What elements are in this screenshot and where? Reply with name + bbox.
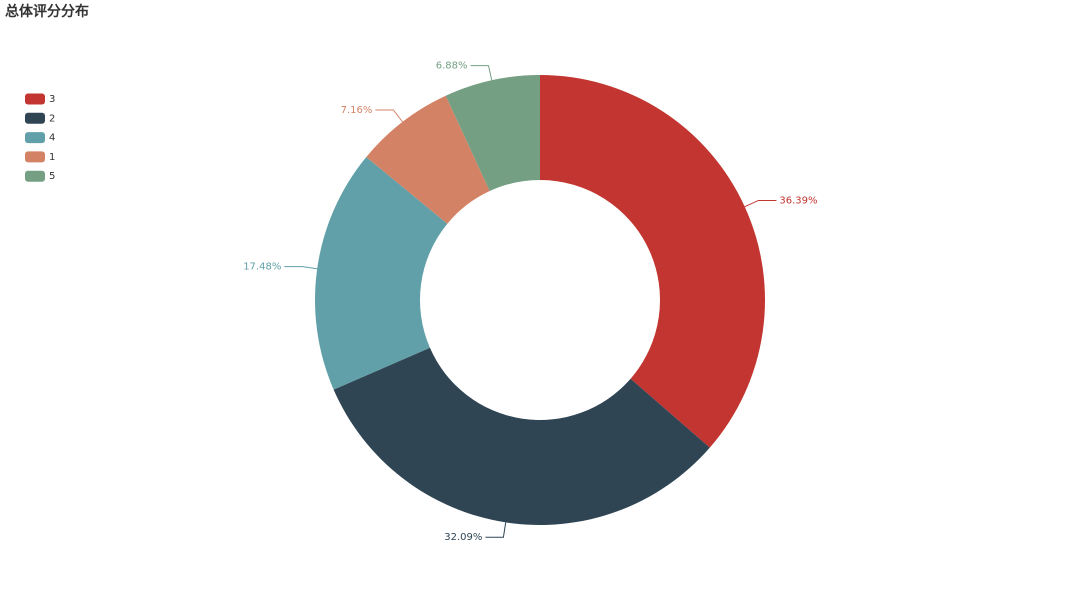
pie-slice (315, 157, 448, 390)
legend-swatch (25, 132, 45, 144)
legend-swatch (25, 151, 45, 163)
pie-slice (540, 75, 766, 448)
label-line (284, 266, 318, 270)
legend-swatch (25, 93, 45, 105)
label-line (375, 109, 403, 123)
chart-title: 总体评分分布 (5, 3, 89, 20)
legend-label: 4 (49, 133, 55, 144)
legend-swatch (25, 112, 45, 124)
legend-swatch (25, 170, 45, 182)
pie-slice (445, 75, 540, 192)
data-label: 7.16% (341, 105, 373, 116)
label-line (744, 199, 777, 208)
data-label: 32.09% (444, 532, 482, 543)
legend-label: 3 (49, 94, 55, 105)
label-line (485, 522, 507, 538)
data-label: 36.39% (779, 195, 817, 206)
label-line (470, 65, 493, 81)
legend-label: 5 (49, 171, 55, 182)
legend-label: 1 (49, 152, 55, 163)
legend-label: 2 (49, 113, 55, 124)
data-label: 17.48% (243, 262, 281, 273)
pie-slice (366, 95, 490, 224)
data-label: 6.88% (436, 61, 468, 72)
pie-slice (333, 347, 710, 525)
